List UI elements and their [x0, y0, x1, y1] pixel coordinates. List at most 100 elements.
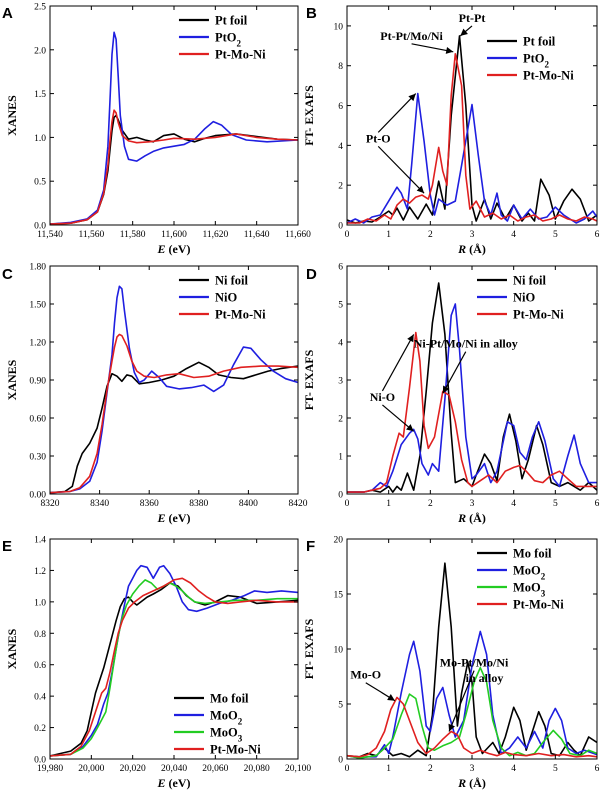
y-tick-label: 4 — [338, 142, 343, 152]
x-tick-label: 0 — [345, 230, 350, 240]
x-tick-label: 1 — [386, 764, 391, 774]
series-line-pto2 — [347, 92, 597, 224]
panel-letter: A — [2, 5, 13, 22]
series-line-nio — [50, 285, 298, 494]
annotation-label: Mo-O — [350, 668, 381, 682]
y-tick-label: 0.30 — [29, 453, 46, 463]
x-tick-label: 3 — [470, 230, 475, 240]
axes-frame — [346, 538, 598, 760]
x-tick-label: 2 — [428, 764, 433, 774]
legend-entry: Pt-Mo-Ni — [523, 69, 574, 83]
series-line-pt-mo-ni — [50, 333, 298, 494]
y-tick-label: 0.00 — [29, 491, 46, 501]
legend-entry: NiO — [215, 291, 238, 305]
arrow-head — [448, 723, 455, 732]
annotation-arrow — [377, 93, 417, 133]
y-tick-label: 1.0 — [34, 134, 46, 144]
x-tick-label: 4 — [511, 499, 516, 509]
y-tick-label: 6 — [338, 263, 343, 273]
series-line-moo3 — [50, 579, 298, 757]
x-tick-label: 20,000 — [78, 764, 104, 774]
y-tick-label: 1.0 — [34, 598, 46, 608]
panel-B: B 0 1 2 3 4 5 6 0 2 4 6 8 10 R (Å) FT- EXAFS Pt foil PtO2… — [302, 5, 600, 256]
x-axis-label: E (eV) — [157, 776, 191, 790]
x-tick-label: 11,540 — [37, 230, 63, 240]
axes-frame — [49, 265, 299, 495]
y-tick-label: 0.8 — [34, 630, 46, 640]
annotation-label: Pt-Pt — [459, 11, 486, 25]
x-tick-label: 5 — [553, 764, 558, 774]
legend-entry: MoO3 — [513, 581, 546, 599]
x-tick-label: 1 — [386, 499, 391, 509]
arrow-head — [445, 47, 454, 54]
x-tick-label: 8320 — [41, 499, 60, 509]
y-tick-label: 0 — [338, 756, 343, 766]
annotation-arrow — [411, 43, 454, 53]
y-tick-label: 2.0 — [34, 46, 46, 56]
y-axis-label: FT- EXAFS — [302, 349, 316, 410]
x-tick-label: 5 — [553, 499, 558, 509]
arrow-head — [407, 334, 414, 343]
y-axis-label: XANES — [5, 628, 19, 669]
series-line-ni-foil — [50, 361, 298, 494]
x-tick-label: 20,060 — [202, 764, 228, 774]
x-axis-label: R (Å) — [457, 511, 486, 525]
y-tick-label: 0.4 — [34, 693, 46, 703]
annotation-label: Pt-Pt/Mo/Ni — [380, 29, 443, 43]
axes-frame — [346, 265, 598, 495]
x-axis-label: E (eV) — [157, 242, 191, 256]
annotation-label: Mo-Pt/Mo/Ni — [440, 656, 509, 670]
arrow-head — [460, 28, 468, 36]
legend-entry: Mo foil — [513, 547, 552, 561]
y-tick-label: 0.90 — [29, 377, 46, 387]
panel-letter: F — [306, 538, 315, 555]
axes-frame — [49, 538, 299, 760]
series-line-pt-mo-ni — [347, 696, 597, 758]
x-tick-label: 11,600 — [161, 230, 187, 240]
arrow-head — [442, 385, 450, 394]
legend-entry: Pt-Mo-Ni — [215, 48, 266, 62]
series-line-pt-mo-ni — [347, 331, 597, 493]
series-line-pt-mo-ni — [50, 109, 298, 225]
y-tick-label: 1.80 — [29, 263, 46, 273]
y-tick-label: 0.2 — [34, 724, 46, 734]
x-tick-label: 3 — [470, 499, 475, 509]
y-tick-label: 20 — [334, 536, 344, 546]
x-tick-label: 4 — [511, 230, 516, 240]
y-axis-label: FT- EXAFS — [302, 85, 316, 146]
x-tick-label: 11,580 — [120, 230, 146, 240]
y-tick-label: 0.60 — [29, 415, 46, 425]
arrow-head — [387, 694, 395, 701]
y-tick-label: 0.0 — [34, 756, 46, 766]
x-tick-label: 3 — [470, 764, 475, 774]
y-tick-label: 2.5 — [34, 3, 46, 13]
x-axis-label: E (eV) — [157, 511, 191, 525]
panel-letter: E — [2, 538, 12, 555]
panel-D: D 0 1 2 3 4 5 6 0 1 2 3 4 5 6 R (Å) FT- EXAFS Ni foil NiO P… — [302, 263, 600, 526]
x-axis-label: R (Å) — [457, 776, 486, 790]
y-tick-label: 1 — [338, 453, 343, 463]
arrow-head — [416, 185, 425, 194]
annotation-label: Pt-O — [366, 131, 391, 145]
legend-entry: PtO2 — [215, 31, 242, 49]
legend-entry: Pt-Mo-Ni — [513, 308, 564, 322]
x-tick-label: 11,640 — [244, 230, 270, 240]
legend-entry: Pt foil — [523, 35, 556, 49]
series-line-pt-foil — [347, 35, 597, 224]
x-tick-label: 8340 — [90, 499, 109, 509]
x-tick-label: 8380 — [189, 499, 208, 509]
x-tick-label: 19,980 — [37, 764, 63, 774]
legend-entry: MoO2 — [210, 709, 243, 727]
x-tick-label: 8400 — [239, 499, 258, 509]
series-line-pt-mo-ni — [50, 577, 298, 757]
legend-entry: Pt-Mo-Ni — [210, 743, 261, 757]
legend-entry: Ni foil — [513, 274, 547, 288]
x-tick-label: 20,040 — [161, 764, 187, 774]
series-line-pto2 — [50, 31, 298, 225]
x-tick-label: 2 — [428, 230, 433, 240]
